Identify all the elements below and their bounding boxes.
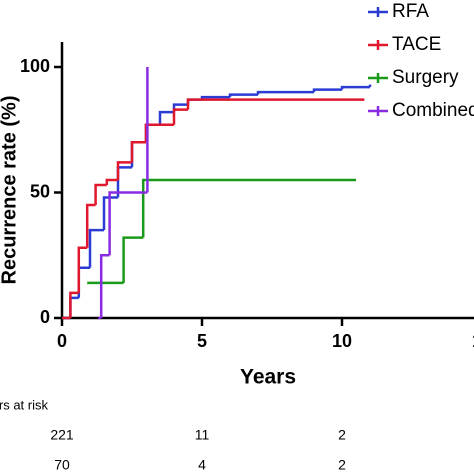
step-segment (69, 296, 79, 318)
risk-count: 4 (198, 457, 206, 473)
y-tick-label: 50 (30, 181, 50, 201)
step-segment (256, 90, 314, 95)
step-segment (130, 141, 146, 168)
x-tick-label: 5 (197, 331, 207, 351)
step-segment (172, 108, 188, 125)
risk-count: 2 (338, 427, 346, 443)
legend-label: TACE (392, 34, 441, 55)
risk-count: 2 (338, 457, 346, 473)
legend-label: RFA (392, 1, 429, 22)
y-tick-label: 100 (20, 56, 50, 76)
y-tick-label: 0 (40, 307, 50, 327)
step-segment (102, 196, 118, 231)
step-segment (69, 291, 79, 318)
step-segment (312, 88, 342, 93)
step-segment (105, 178, 118, 185)
step-segment (122, 236, 144, 283)
risk-title: Numbers at risk (0, 397, 48, 412)
step-segment (186, 98, 365, 110)
step-segment (94, 183, 107, 206)
legend-label: Combined RFA & TACE (392, 100, 474, 121)
risk-count: 11 (195, 427, 210, 443)
x-tick-label: 15 (472, 331, 474, 351)
step-segment (340, 85, 370, 90)
x-tick-label: 0 (57, 331, 67, 351)
step-segment (116, 161, 132, 180)
step-segment (141, 178, 356, 238)
x-axis-label: Years (240, 366, 296, 389)
step-segment (85, 203, 96, 248)
risk-count: 221 (50, 427, 74, 443)
step-segment (158, 110, 174, 125)
step-segment (108, 191, 148, 256)
legend-label: Surgery (392, 67, 459, 88)
step-segment (172, 103, 188, 113)
x-tick-label: 10 (332, 331, 352, 351)
step-segment (130, 141, 146, 163)
step-segment (88, 228, 104, 268)
step-segment (99, 254, 110, 318)
step-segment (228, 93, 258, 98)
risk-count: 70 (54, 457, 70, 473)
y-axis-label: Recurrence rate (%) (0, 96, 20, 285)
step-segment (77, 246, 88, 293)
step-segment (144, 123, 160, 143)
